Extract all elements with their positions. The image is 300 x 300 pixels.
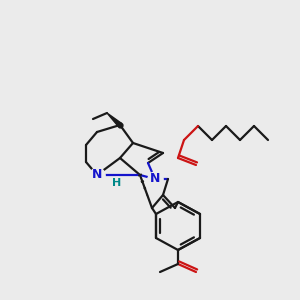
- Polygon shape: [107, 113, 122, 127]
- Text: H: H: [112, 178, 122, 188]
- Text: N: N: [150, 172, 160, 185]
- Text: N: N: [92, 169, 102, 182]
